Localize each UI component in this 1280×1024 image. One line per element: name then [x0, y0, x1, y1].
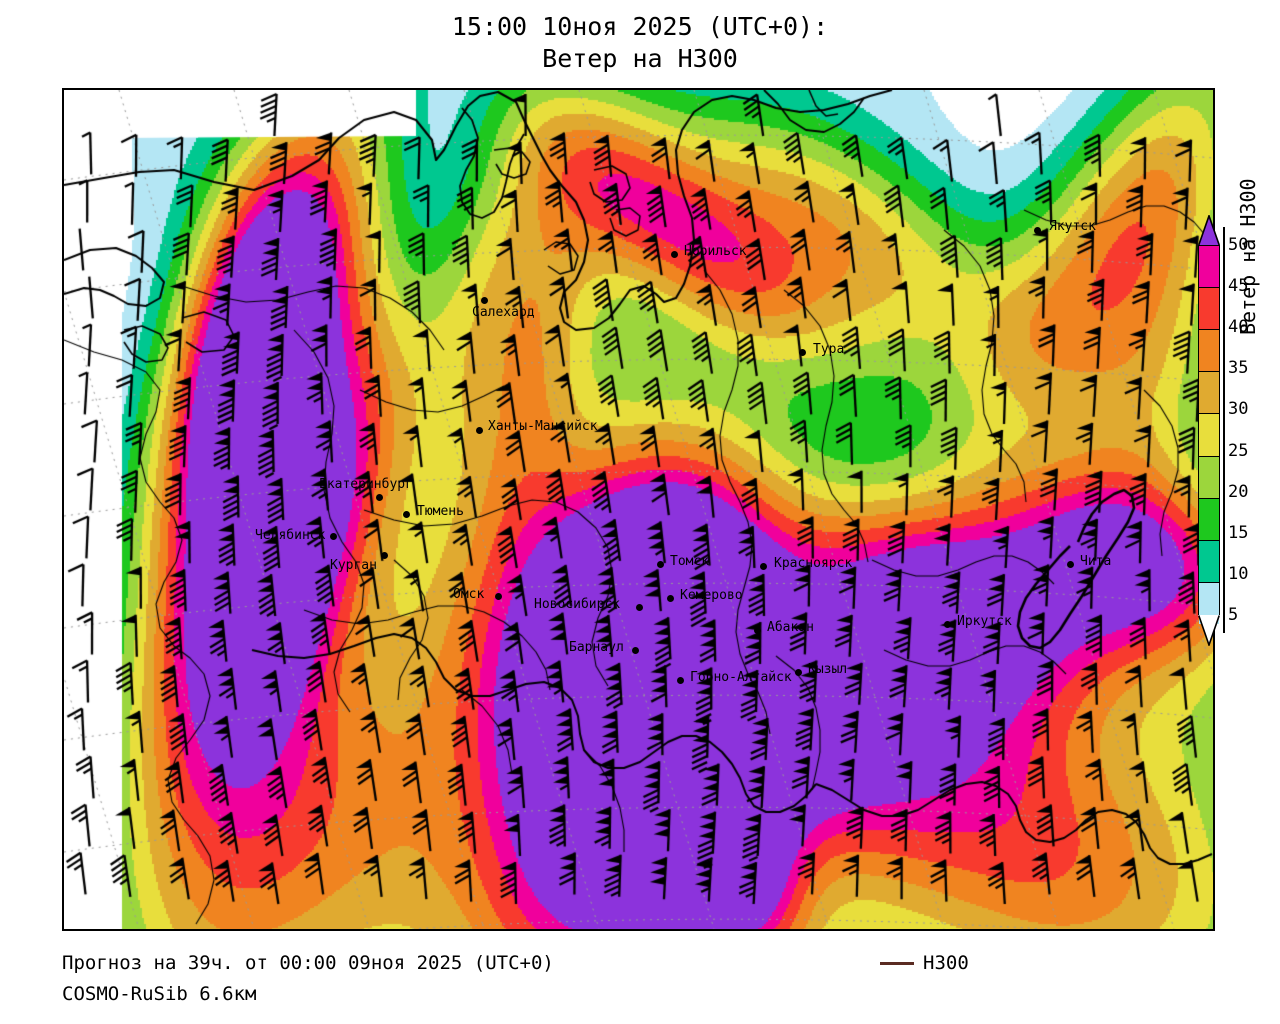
colorbar-tick-label: 50 — [1228, 235, 1249, 255]
legend-line-swatch — [880, 961, 914, 965]
colorbar-segment — [1199, 330, 1219, 373]
colorbar-tick-label: 15 — [1228, 522, 1249, 543]
city-label: Екатеринбург — [319, 477, 413, 492]
city-label: Тюмень — [417, 504, 464, 519]
colorbar: 50 45 40 35 30 25 20 15 10 5 — [1198, 215, 1248, 646]
city-label: Абакан — [767, 620, 814, 635]
city-dot-icon — [330, 533, 337, 540]
colorbar-segment — [1199, 498, 1219, 541]
colorbar-segment — [1199, 540, 1219, 583]
colorbar-segment — [1199, 246, 1219, 289]
legend: H300 — [880, 952, 969, 974]
colorbar-tick-label: 10 — [1228, 563, 1249, 584]
city-dot-icon — [657, 561, 664, 568]
colorbar-bottom-arrow-outline — [1198, 615, 1220, 646]
city-dot-icon — [754, 627, 761, 634]
city-dot-icon — [677, 677, 684, 684]
city-label: Тура — [813, 342, 845, 357]
city-label: Красноярск — [774, 556, 853, 571]
city-dot-icon — [760, 563, 767, 570]
city-dot-icon — [476, 427, 483, 434]
wind-field-canvas[interactable] — [64, 90, 1213, 929]
colorbar-tick-label: 35 — [1228, 358, 1249, 379]
model-info-line: COSMO-RuSib 6.6км — [62, 983, 257, 1005]
colorbar-body — [1198, 245, 1220, 624]
colorbar-tick-label: 25 — [1228, 440, 1249, 461]
colorbar-segment — [1199, 414, 1219, 457]
city-dot-icon — [1034, 227, 1041, 234]
colorbar-tick-label: 30 — [1228, 399, 1249, 420]
city-label: Кемерово — [680, 588, 743, 603]
city-label: Норильск — [684, 244, 747, 259]
city-label: Горно-Алтайск — [690, 670, 792, 685]
city-dot-icon — [795, 669, 802, 676]
city-dot-icon — [667, 595, 674, 602]
forecast-info-line: Прогноз на 39ч. от 00:00 09ноя 2025 (UTC… — [62, 952, 554, 974]
colorbar-tick-label: 20 — [1228, 481, 1249, 502]
city-label: Курган — [330, 558, 377, 573]
legend-label: H300 — [923, 952, 969, 974]
colorbar-top-arrow-outline — [1198, 215, 1220, 246]
city-dot-icon — [403, 511, 410, 518]
colorbar-axis — [1223, 227, 1225, 633]
city-dot-icon — [944, 621, 951, 628]
city-dot-icon — [381, 552, 388, 559]
city-dot-icon — [671, 251, 678, 258]
colorbar-segment — [1199, 288, 1219, 331]
colorbar-segment — [1199, 372, 1219, 415]
colorbar-tick-label: 45 — [1228, 276, 1249, 297]
map-frame[interactable]: Якутск Норильск Салехард Тура Ханты-Мансийск… — [62, 88, 1215, 931]
city-label: Челябинск — [255, 528, 326, 543]
colorbar-title: Ветер на H300 — [1236, 178, 1260, 335]
city-dot-icon — [376, 494, 383, 501]
city-dot-icon — [1067, 561, 1074, 568]
city-label: Барнаул — [569, 640, 624, 655]
colorbar-segment — [1199, 456, 1219, 499]
city-dot-icon — [481, 297, 488, 304]
city-label: Чита — [1080, 554, 1112, 569]
city-dot-icon — [799, 349, 806, 356]
city-label: Якутск — [1049, 219, 1096, 234]
city-label: Омск — [453, 587, 485, 602]
colorbar-segment — [1199, 582, 1219, 624]
city-label: Иркутск — [957, 614, 1012, 629]
page-title-line2: Ветер на H300 — [542, 44, 738, 73]
city-dot-icon — [632, 647, 639, 654]
colorbar-tick-label: 40 — [1228, 317, 1249, 338]
colorbar-tick-label: 5 — [1228, 605, 1239, 625]
city-label: Салехард — [472, 305, 535, 320]
city-dot-icon — [636, 604, 643, 611]
page-title-line1: 15:00 10ноя 2025 (UTC+0): — [451, 12, 829, 41]
city-dot-icon — [495, 593, 502, 600]
city-label: Ханты-Мансийск — [488, 419, 598, 434]
city-label: Томск — [670, 554, 710, 569]
city-label: Кызыл — [808, 662, 848, 677]
city-label: Новосибирск — [534, 597, 621, 612]
